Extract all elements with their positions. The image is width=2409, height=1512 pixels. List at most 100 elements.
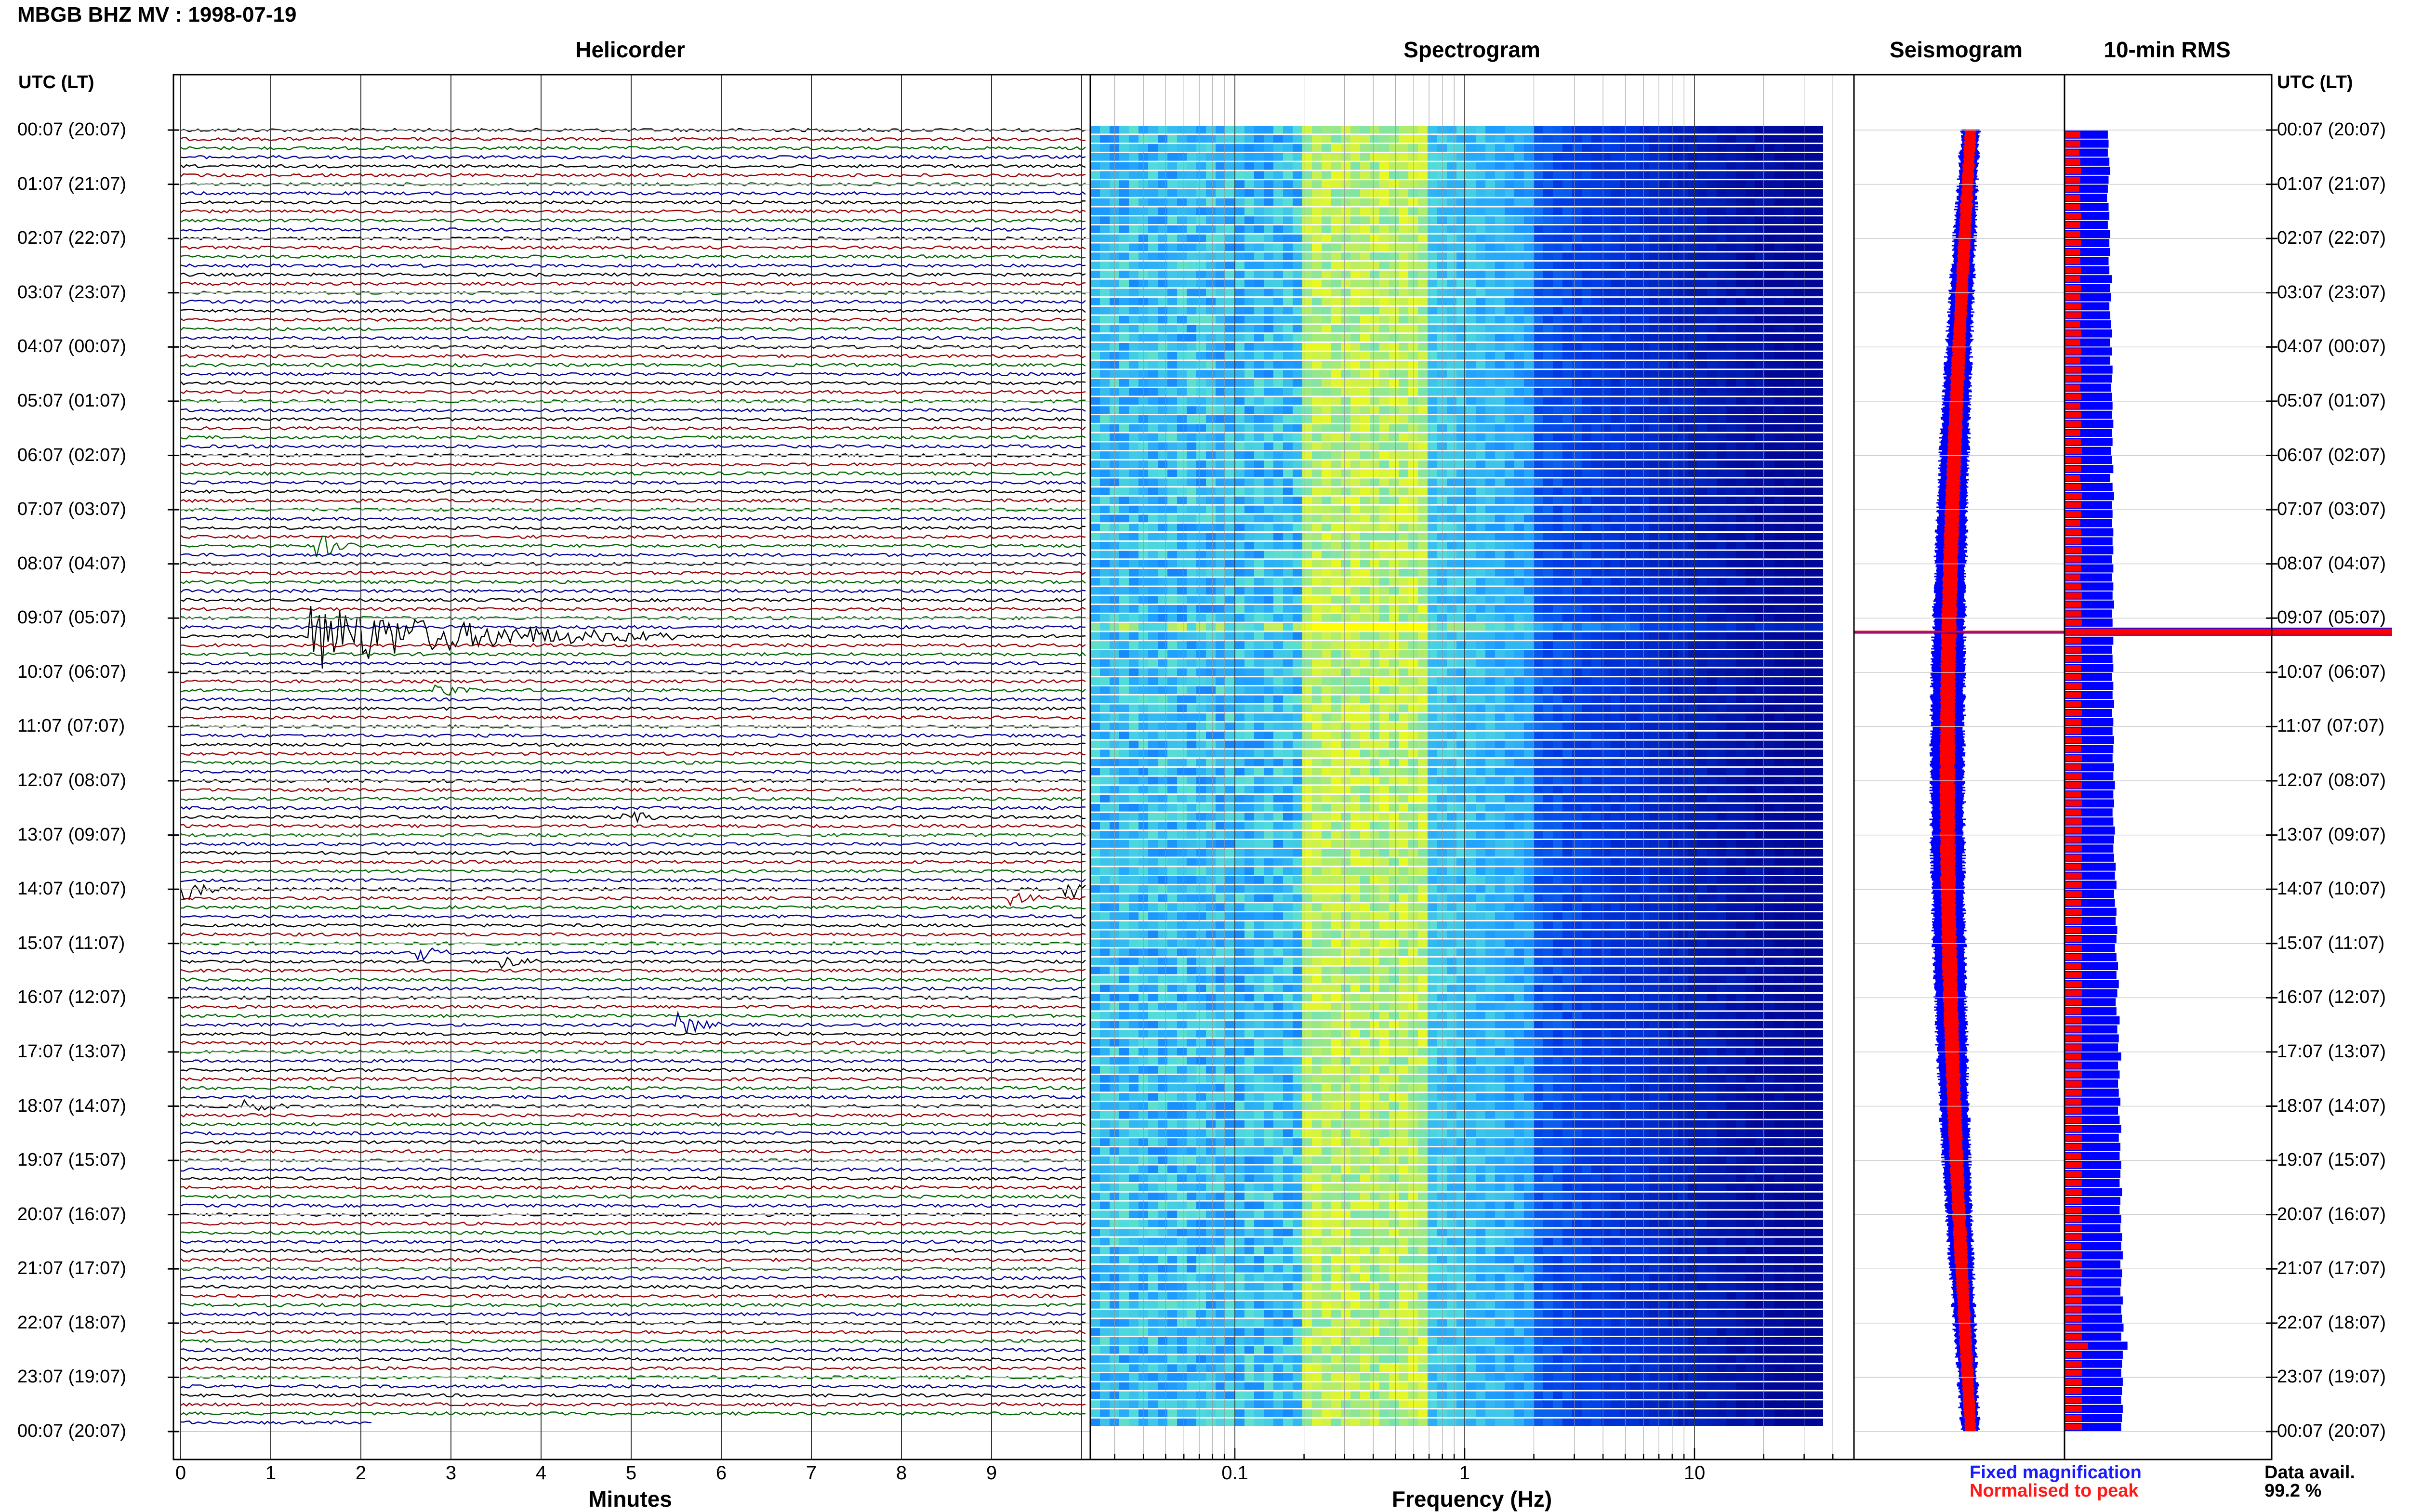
spectrogram-cell (1379, 424, 1390, 432)
spectrogram-cell (1312, 406, 1322, 414)
spectrogram-row (1090, 686, 1823, 694)
spectrogram-cell (1736, 415, 1746, 423)
spectrogram-cell (1813, 388, 1823, 396)
spectrogram-cell (1726, 262, 1736, 269)
spectrogram-cell (1225, 180, 1235, 188)
spectrogram-cell (1466, 306, 1476, 315)
spectrogram-cell (1196, 650, 1206, 658)
spectrogram-cell (1640, 632, 1650, 640)
spectrogram-cell (1399, 424, 1409, 432)
spectrogram-cell (1505, 270, 1515, 278)
spectrogram-cell (1746, 270, 1756, 278)
spectrogram-cell (1379, 135, 1390, 143)
spectrogram-cell (1254, 180, 1264, 188)
spectrogram-cell (1254, 614, 1264, 622)
spectrogram-cell (1370, 451, 1380, 459)
spectrogram-cell (1283, 686, 1293, 694)
spectrogram-cell (1697, 460, 1707, 468)
spectrogram-cell (1813, 487, 1823, 495)
spectrogram-cell (1582, 243, 1592, 251)
spectrogram-cell (1495, 469, 1505, 477)
spectrogram-cell (1283, 469, 1293, 477)
spectrogram-cell (1697, 144, 1707, 152)
spectrogram-cell (1495, 560, 1505, 568)
spectrogram-cell (1630, 262, 1640, 269)
spectrogram-cell (1322, 135, 1332, 143)
spectrogram-cell (1389, 505, 1399, 513)
spectrogram-cell (1485, 126, 1496, 134)
spectrogram-cell (1341, 379, 1351, 387)
helicorder-trace (180, 1285, 1086, 1289)
spectrogram-cell (1273, 533, 1284, 540)
spectrogram-cell (1736, 153, 1746, 161)
spectrogram-cell (1177, 650, 1187, 658)
spectrogram-cell (1630, 126, 1640, 134)
spectrogram-cell (1774, 505, 1785, 513)
spectrogram-cell (1717, 379, 1727, 387)
spectrogram-cell (1399, 216, 1409, 224)
spectrogram-cell (1187, 496, 1197, 504)
spectrogram-cell (1668, 415, 1679, 423)
spectrogram-cell (1119, 569, 1129, 577)
helicorder-trace (180, 1149, 1086, 1154)
spectrogram-cell (1379, 306, 1390, 315)
spectrogram-cell (1794, 415, 1804, 423)
spectrogram-cell (1216, 153, 1226, 161)
spectrogram-cell (1717, 686, 1727, 694)
spectrogram-cell (1119, 361, 1129, 369)
spectrogram-cell (1370, 189, 1380, 197)
spectrogram-cell (1774, 189, 1785, 197)
spectrogram-cell (1813, 478, 1823, 486)
spectrogram-cell (1668, 298, 1679, 305)
spectrogram-cell (1784, 668, 1794, 676)
spectrogram-cell (1100, 343, 1110, 351)
spectrogram-cell (1254, 560, 1264, 568)
spectrogram-cell (1283, 334, 1293, 342)
spectrogram-cell (1784, 379, 1794, 387)
spectrogram-cell (1119, 343, 1129, 351)
spectrogram-cell (1794, 469, 1804, 477)
helicorder-trace (180, 163, 1086, 169)
spectrogram-cell (1794, 632, 1804, 640)
spectrogram-cell (1630, 234, 1640, 242)
spectrogram-cell (1485, 370, 1496, 378)
spectrogram-cell (1235, 650, 1245, 658)
spectrogram-cell (1794, 225, 1804, 233)
spectrogram-cell (1456, 352, 1467, 360)
spectrogram-cell (1726, 650, 1736, 658)
spectrogram-cell (1649, 216, 1659, 224)
spectrogram-cell (1399, 686, 1409, 694)
spectrogram-cell (1649, 379, 1659, 387)
spectrogram-row (1090, 578, 1823, 586)
spectrogram-cell (1418, 370, 1428, 378)
spectrogram-cell (1562, 289, 1573, 297)
spectrogram-cell (1408, 560, 1418, 568)
spectrogram-cell (1148, 569, 1158, 577)
spectrogram-cell (1813, 560, 1823, 568)
spectrogram-cell (1196, 397, 1206, 405)
spectrogram-cell (1582, 388, 1592, 396)
helicorder-trace (180, 444, 1086, 449)
spectrogram-cell (1591, 306, 1602, 315)
spectrogram-cell (1649, 541, 1659, 550)
spectrogram-cell (1206, 153, 1216, 161)
spectrogram-cell (1225, 578, 1235, 586)
spectrogram-cell (1158, 605, 1168, 613)
spectrogram-cell (1273, 234, 1284, 242)
spectrogram-cell (1736, 207, 1746, 215)
spectrogram-cell (1399, 234, 1409, 242)
spectrogram-cell (1495, 370, 1505, 378)
spectrogram-cell (1235, 496, 1245, 504)
spectrogram-cell (1408, 596, 1418, 604)
spectrogram-cell (1312, 343, 1322, 351)
spectrogram-cell (1167, 207, 1178, 215)
spectrogram-cell (1379, 153, 1390, 161)
spectrogram-cell (1726, 162, 1736, 170)
spectrogram-cell (1659, 487, 1669, 495)
spectrogram-cell (1562, 578, 1573, 586)
spectrogram-cell (1399, 162, 1409, 170)
spectrogram-cell (1746, 126, 1756, 134)
spectrogram-cell (1389, 298, 1399, 305)
spectrogram-cell (1514, 533, 1524, 540)
spectrogram-cell (1774, 180, 1785, 188)
